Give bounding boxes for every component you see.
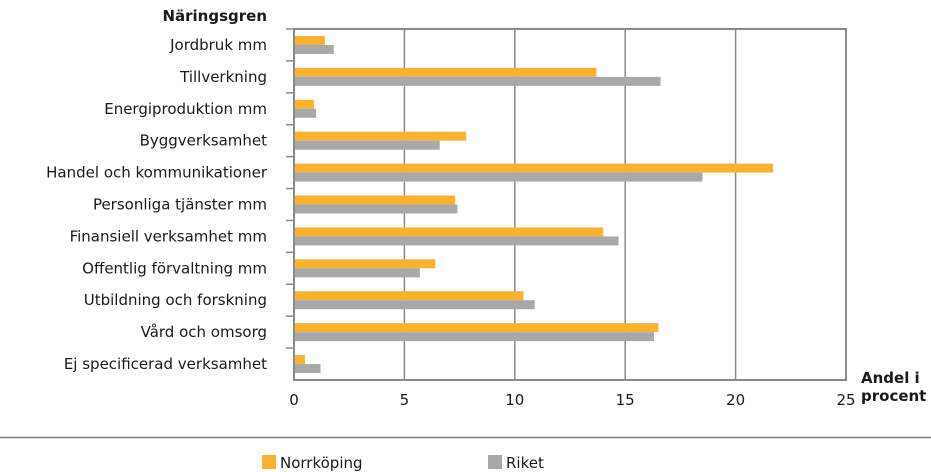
legend-swatch — [488, 455, 502, 469]
bar-riket — [294, 172, 703, 182]
bar-riket — [294, 268, 420, 278]
x-tick-label: 20 — [726, 391, 745, 409]
bar-riket — [294, 140, 440, 150]
x-tick-label: 25 — [836, 391, 855, 409]
category-label: Jordbruk mm — [169, 36, 267, 54]
category-label: Personliga tjänster mm — [93, 196, 267, 214]
bar-norrkoping — [294, 227, 604, 237]
x-axis-title-line1: Andel i — [861, 369, 920, 387]
bar-riket — [294, 300, 535, 310]
y-axis-title: Näringsgren — [162, 7, 267, 25]
category-label: Finansiell verksamhet mm — [70, 227, 267, 245]
legend-label: Norrköping — [280, 454, 363, 472]
category-label: Ej specificerad verksamhet — [64, 355, 267, 373]
category-label: Energiproduktion mm — [104, 100, 267, 118]
bar-norrkoping — [294, 259, 436, 269]
bar-riket — [294, 332, 654, 342]
bar-riket — [294, 108, 317, 118]
bars — [294, 35, 774, 374]
grid-lines — [286, 28, 737, 380]
category-label: Vård och omsorg — [141, 323, 267, 341]
bar-norrkoping — [294, 355, 306, 365]
legend-label: Riket — [506, 454, 544, 472]
bar-norrkoping — [294, 291, 524, 301]
x-tick-label: 15 — [616, 391, 635, 409]
category-label: Utbildning och forskning — [84, 291, 267, 309]
legend: Norrköping Riket — [262, 454, 544, 472]
bar-riket — [294, 236, 619, 246]
bar-norrkoping — [294, 163, 774, 173]
x-tick-label: 5 — [400, 391, 410, 409]
category-label: Handel och kommunikationer — [46, 164, 268, 182]
legend-swatch — [262, 455, 276, 469]
bar-riket — [294, 76, 661, 86]
bar-norrkoping — [294, 195, 456, 205]
category-labels: Jordbruk mm Tillverkning Energiproduktion … — [46, 36, 268, 373]
category-label: Byggverksamhet — [140, 132, 268, 150]
x-tick-labels: 0 5 10 15 20 25 — [289, 391, 855, 409]
bar-riket — [294, 44, 334, 54]
category-label: Offentlig förvaltning mm — [82, 259, 267, 277]
bar-norrkoping — [294, 131, 467, 141]
category-label: Tillverkning — [179, 68, 267, 86]
bar-norrkoping — [294, 67, 597, 77]
bar-norrkoping — [294, 35, 325, 45]
x-axis-title-line2: procent — [861, 387, 926, 405]
x-tick-label: 0 — [289, 391, 299, 409]
bar-norrkoping — [294, 99, 314, 109]
bar-norrkoping — [294, 323, 659, 333]
bar-riket — [294, 364, 321, 374]
x-tick-label: 10 — [505, 391, 524, 409]
plot-frame — [293, 28, 847, 381]
bar-riket — [294, 204, 458, 214]
